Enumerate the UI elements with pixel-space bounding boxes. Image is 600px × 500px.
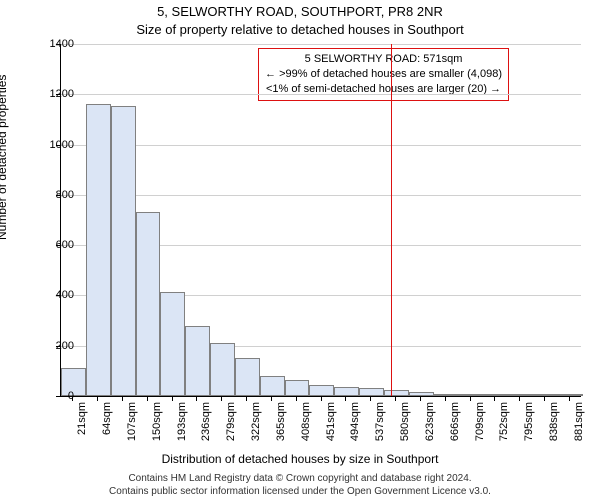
histogram-bar [409,392,434,396]
annotation-line1: 5 SELWORTHY ROAD: 571sqm [265,52,502,67]
chart-container: 5, SELWORTHY ROAD, SOUTHPORT, PR8 2NR Si… [0,0,600,500]
x-tick-label: 838sqm [548,402,560,441]
gridline [61,44,581,45]
x-tick-label: 752sqm [498,402,510,441]
x-tick-label: 494sqm [349,402,361,441]
y-axis-label: Number of detached properties [0,75,9,240]
x-tick-label: 795sqm [523,402,535,441]
histogram-bar [111,106,136,396]
annotation-box: 5 SELWORTHY ROAD: 571sqm ← >99% of detac… [258,48,509,101]
x-tick-label: 236sqm [200,402,212,441]
histogram-bar [86,104,111,396]
x-tick-label: 881sqm [573,402,585,441]
x-tick-label: 193sqm [176,402,188,441]
x-tick-label: 408sqm [300,402,312,441]
x-tick-label: 64sqm [101,402,113,435]
histogram-bar [334,387,359,396]
histogram-bar [384,390,409,396]
histogram-bar [558,394,583,396]
histogram-bar [309,385,334,396]
x-tick-label: 666sqm [449,402,461,441]
histogram-bar [533,394,558,396]
gridline [61,145,581,146]
histogram-bar [483,394,508,396]
x-tick-label: 21sqm [76,402,88,435]
histogram-bar [235,358,260,396]
x-tick-label: 150sqm [151,402,163,441]
histogram-bar [285,380,310,396]
x-tick-label: 709sqm [474,402,486,441]
y-tick-label: 400 [34,289,74,301]
histogram-bar [136,212,161,396]
histogram-bar [359,388,384,396]
x-tick-label: 623sqm [424,402,436,441]
histogram-bar [260,376,285,396]
x-tick-label: 365sqm [275,402,287,441]
histogram-bar [434,394,459,397]
y-tick-label: 200 [34,340,74,352]
x-tick-label: 107sqm [126,402,138,441]
footer-line2: Contains public sector information licen… [0,486,600,499]
y-tick-label: 0 [34,390,74,402]
x-tick-label: 451sqm [325,402,337,441]
gridline [61,94,581,95]
histogram-bar [160,292,185,396]
x-tick-label: 322sqm [250,402,262,441]
marker-line [391,44,392,396]
footer-line1: Contains HM Land Registry data © Crown c… [0,473,600,486]
y-tick-label: 1000 [34,139,74,151]
annotation-line2: ← >99% of detached houses are smaller (4… [265,67,502,82]
y-tick-label: 800 [34,189,74,201]
histogram-bar [210,343,235,396]
histogram-bar [508,394,533,396]
y-tick-label: 1400 [34,38,74,50]
x-axis-label: Distribution of detached houses by size … [0,452,600,466]
plot-area: 5 SELWORTHY ROAD: 571sqm ← >99% of detac… [60,44,581,397]
footer: Contains HM Land Registry data © Crown c… [0,473,600,498]
histogram-bar [459,394,484,396]
gridline [61,195,581,196]
x-tick-label: 580sqm [399,402,411,441]
histogram-bar [185,326,210,396]
x-tick-label: 279sqm [225,402,237,441]
chart-title-line2: Size of property relative to detached ho… [0,22,600,37]
x-tick-label: 537sqm [374,402,386,441]
y-tick-label: 600 [34,239,74,251]
chart-title-line1: 5, SELWORTHY ROAD, SOUTHPORT, PR8 2NR [0,4,600,19]
y-tick-label: 1200 [34,88,74,100]
